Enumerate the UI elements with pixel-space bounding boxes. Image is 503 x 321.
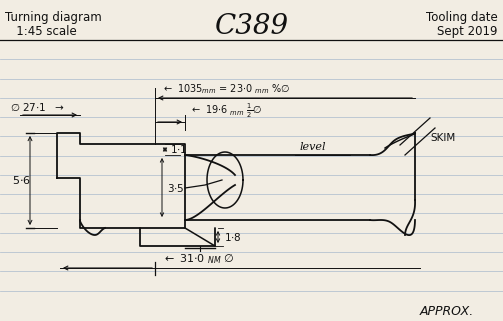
Text: $\varnothing$ 27$\cdot$1  $\rightarrow$: $\varnothing$ 27$\cdot$1 $\rightarrow$	[10, 101, 64, 113]
Text: Turning diagram: Turning diagram	[5, 11, 102, 24]
Text: $\leftarrow$ 19$\cdot$6 $_{mm}$ $\frac{1}{2}\varnothing$: $\leftarrow$ 19$\cdot$6 $_{mm}$ $\frac{1…	[190, 102, 262, 120]
Text: 3$\cdot$5: 3$\cdot$5	[167, 182, 185, 194]
Text: Tooling date: Tooling date	[426, 11, 498, 24]
Text: $\leftarrow$ 1035$_{mm}$ = 23$\cdot$0 $_{mm}$ %$\varnothing$: $\leftarrow$ 1035$_{mm}$ = 23$\cdot$0 $_…	[162, 82, 291, 96]
Text: $\leftarrow$ 31$\cdot$0 $_{NM}$ $\varnothing$: $\leftarrow$ 31$\cdot$0 $_{NM}$ $\varnot…	[162, 252, 235, 266]
Text: 1$\cdot$1: 1$\cdot$1	[170, 143, 188, 155]
Text: Sept 2019: Sept 2019	[438, 25, 498, 38]
Text: level: level	[300, 142, 326, 152]
Text: SKIM: SKIM	[430, 133, 455, 143]
Text: 1:45 scale: 1:45 scale	[5, 25, 77, 38]
Text: 5$\cdot$6: 5$\cdot$6	[12, 174, 31, 186]
Text: 1$\cdot$8: 1$\cdot$8	[224, 231, 242, 243]
Text: APPROX.: APPROX.	[420, 305, 474, 318]
Text: C389: C389	[215, 13, 289, 40]
